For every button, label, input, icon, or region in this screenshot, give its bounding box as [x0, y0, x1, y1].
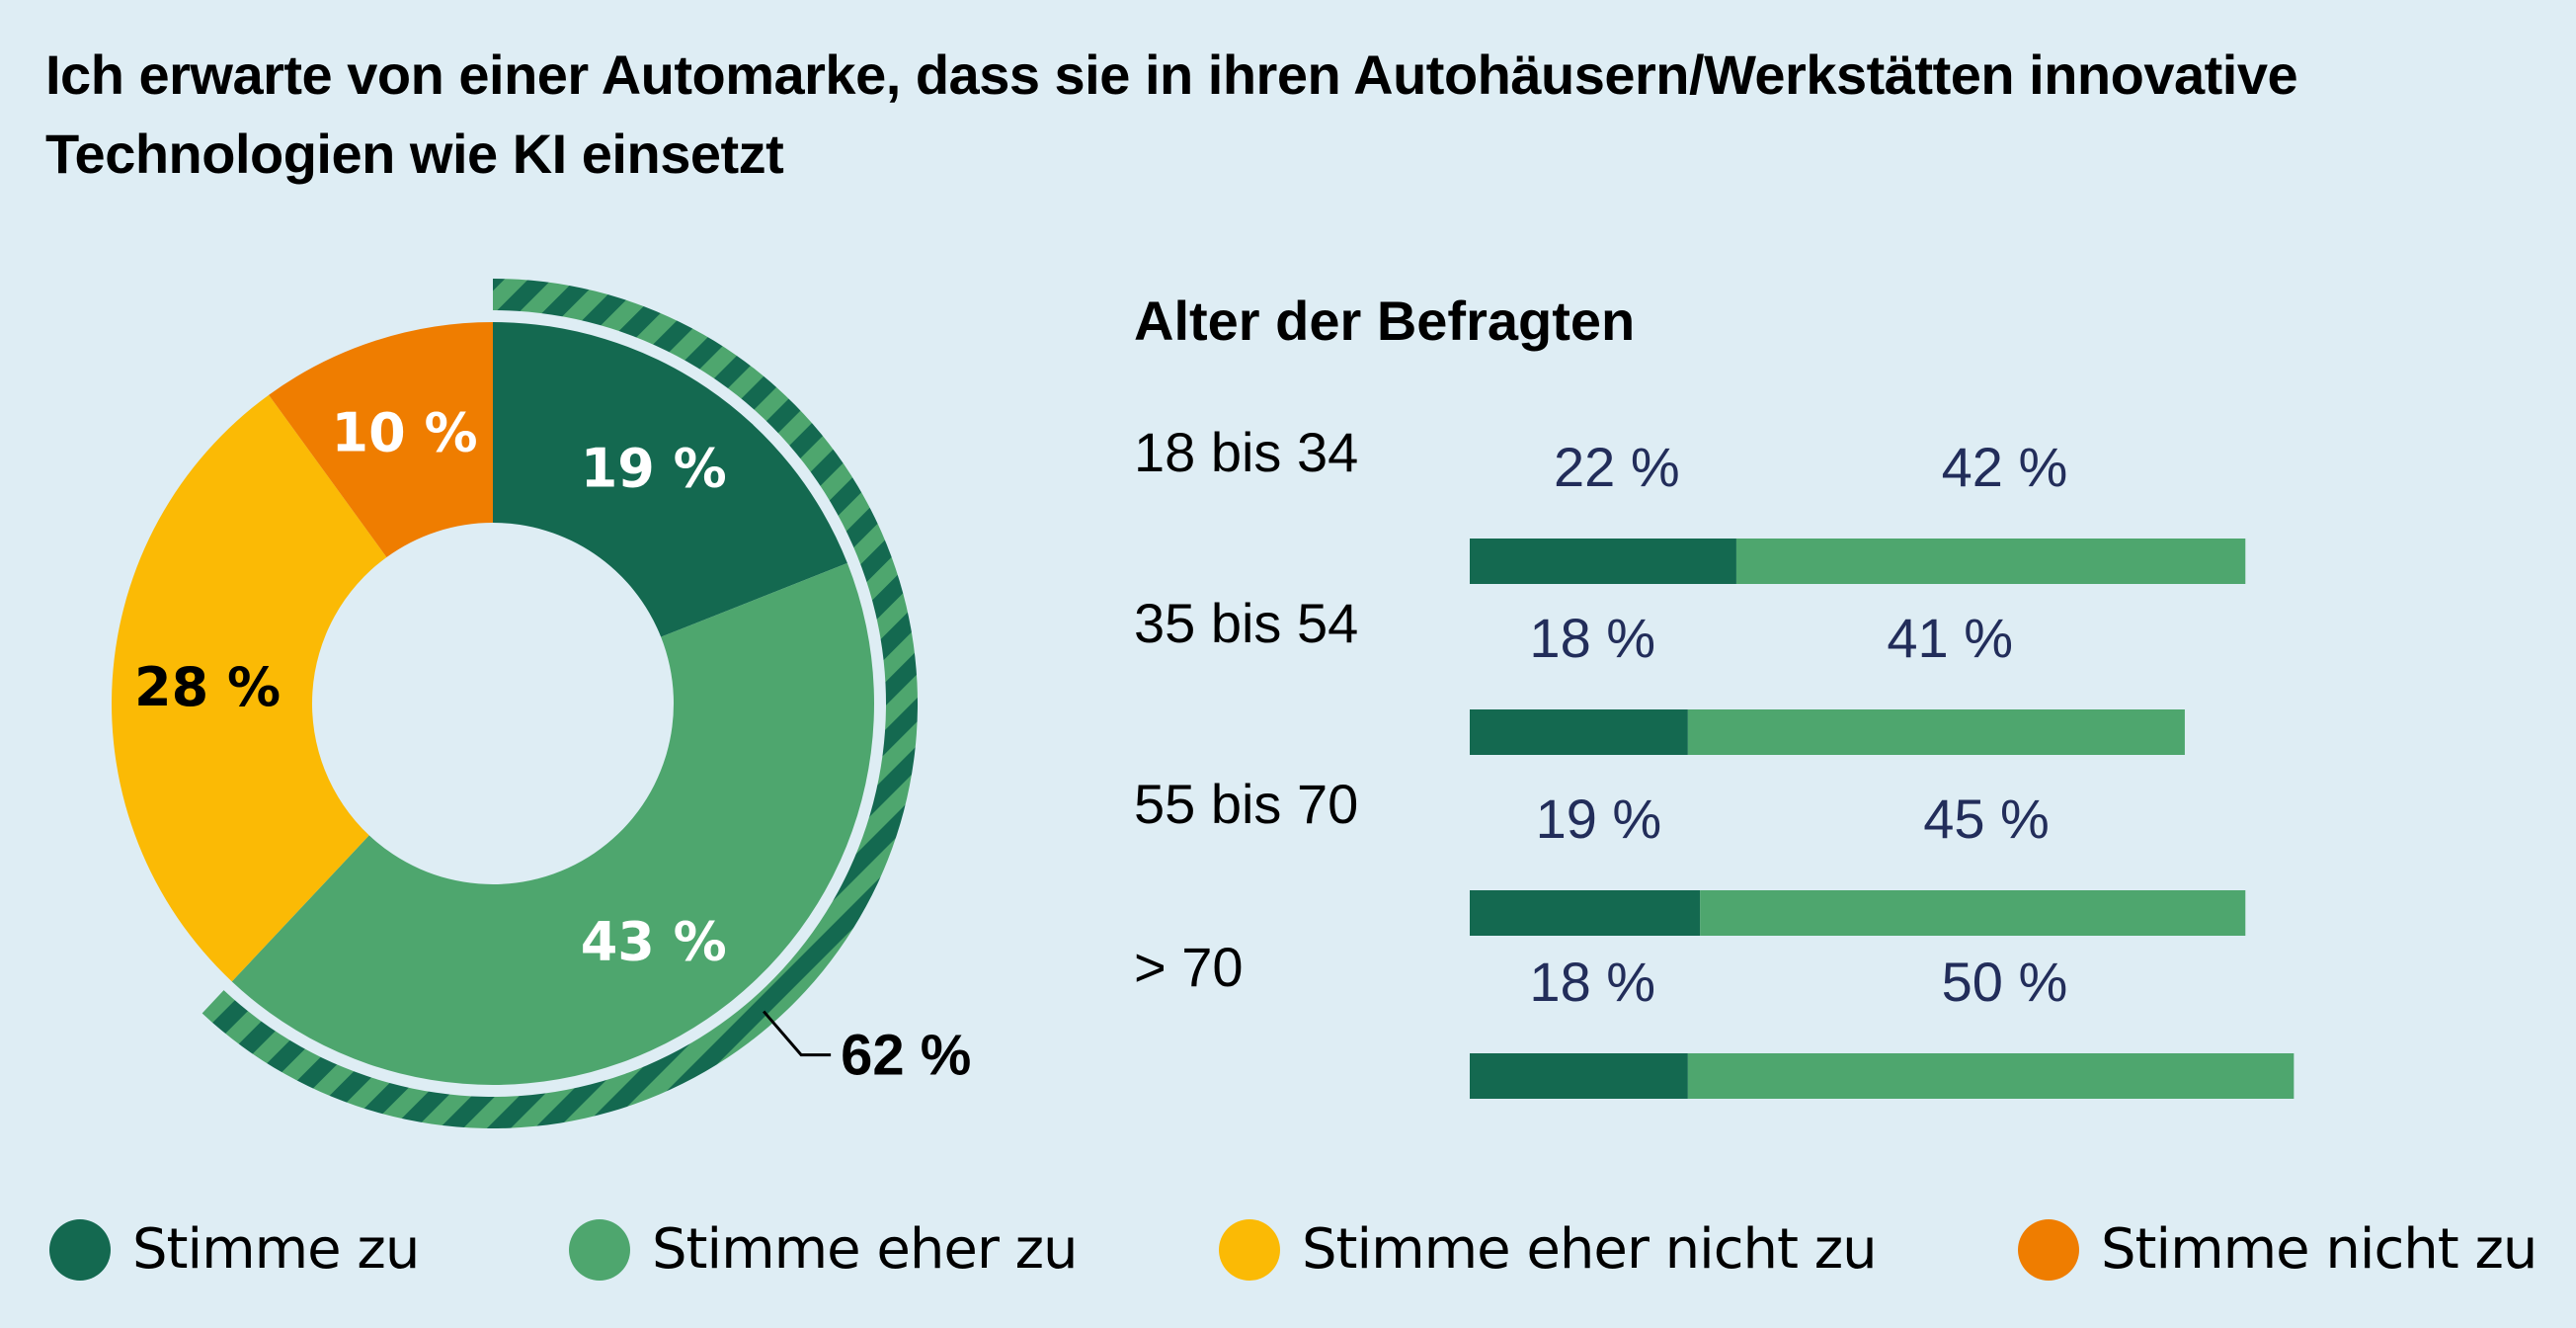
donut-label-stimme-zu: 19 %	[581, 438, 727, 500]
bar-value-label: 18 %	[1529, 607, 1656, 669]
bar-value-label: 42 %	[1941, 436, 2068, 498]
legend-label: Stimme zu	[132, 1217, 420, 1282]
legend-label: Stimme nicht zu	[2101, 1217, 2537, 1282]
legend: Stimme zu Stimme eher zu Stimme eher nic…	[0, 1217, 2576, 1296]
legend-item-stimme-eher-nicht-zu: Stimme eher nicht zu	[1219, 1217, 1878, 1282]
legend-swatch-icon	[49, 1218, 111, 1281]
legend-label: Stimme eher nicht zu	[1302, 1217, 1878, 1282]
bar-value-label: 41 %	[1887, 607, 2014, 669]
chart-title: Ich erwarte von einer Automarke, dass si…	[45, 43, 2298, 185]
bar-segment-stimme-zu-35-bis-54	[1470, 709, 1688, 755]
age-group-label: > 70	[1134, 936, 1244, 998]
bar-value-label: 19 %	[1535, 788, 1662, 850]
bar-segment-stimme-zu-55-bis-70	[1470, 890, 1701, 936]
donut-slice-stimme-eher-zu	[231, 562, 874, 1085]
stacked-bar-chart	[1470, 539, 2294, 1099]
bar-segment-stimme-eher-zu-18-bis-34	[1735, 539, 2246, 584]
combined-agree-arc	[201, 279, 918, 1128]
bar-value-label: 45 %	[1923, 788, 2050, 850]
donut-slice-stimme-eher-nicht-zu	[112, 394, 387, 982]
bar-segment-stimme-eher-zu-55-bis-70	[1700, 890, 2246, 936]
donut-label-stimme-eher-nicht-zu: 28 %	[134, 656, 281, 718]
bar-value-label: 22 %	[1553, 436, 1680, 498]
donut-slice-stimme-zu	[493, 322, 847, 637]
legend-swatch-icon	[2018, 1218, 2079, 1281]
bar-segment-stimme-zu-70	[1470, 1053, 1688, 1099]
bar-chart-title: Alter der Befragten	[1134, 290, 1636, 352]
annotation-label-62: 62 %	[841, 1024, 971, 1088]
donut-slice-stimme-nicht-zu	[269, 322, 493, 557]
donut-chart: 19 % 43 % 28 % 10 % 62 %	[112, 279, 971, 1128]
bar-segment-stimme-eher-zu-35-bis-54	[1687, 709, 2185, 755]
bar-value-label: 50 %	[1941, 951, 2068, 1013]
legend-swatch-icon	[1219, 1218, 1280, 1281]
age-group-label: 35 bis 54	[1134, 592, 1359, 654]
legend-item-stimme-nicht-zu: Stimme nicht zu	[2018, 1217, 2537, 1282]
donut-label-stimme-nicht-zu: 10 %	[332, 402, 478, 464]
legend-item-stimme-zu: Stimme zu	[49, 1217, 420, 1282]
legend-swatch-icon	[569, 1218, 630, 1281]
legend-label: Stimme eher zu	[652, 1217, 1079, 1282]
bar-segment-stimme-eher-zu-70	[1687, 1053, 2294, 1099]
donut-label-stimme-eher-zu: 43 %	[581, 910, 727, 972]
legend-item-stimme-eher-zu: Stimme eher zu	[569, 1217, 1079, 1282]
bar-value-label: 18 %	[1529, 951, 1656, 1013]
age-group-label: 18 bis 34	[1134, 421, 1359, 483]
bar-segment-stimme-zu-18-bis-34	[1470, 539, 1736, 584]
annotation-leader-line	[763, 1010, 832, 1057]
age-group-label: 55 bis 70	[1134, 773, 1359, 835]
